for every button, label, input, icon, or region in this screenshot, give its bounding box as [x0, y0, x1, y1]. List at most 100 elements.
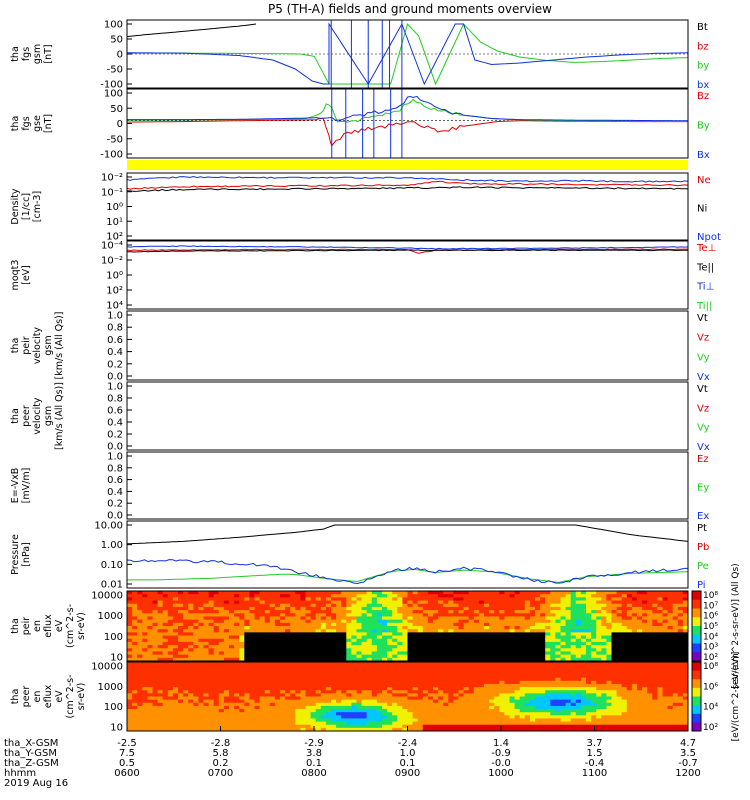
heatmap-cell — [596, 606, 602, 611]
heatmap-cell — [555, 610, 561, 614]
heatmap-cell — [188, 591, 194, 595]
heatmap-cell — [402, 683, 408, 688]
heatmap-cell — [662, 709, 668, 713]
heatmap-cell — [478, 699, 485, 704]
heatmap-cell — [325, 671, 332, 675]
heatmap-cell — [157, 591, 164, 595]
heatmap-cell — [198, 654, 204, 659]
heatmap-cell — [310, 718, 317, 722]
heatmap-cell — [172, 671, 179, 675]
heatmap-cell — [341, 613, 347, 617]
heatmap-cell — [570, 616, 577, 621]
heatmap-cell — [657, 606, 663, 611]
heatmap-cell — [203, 715, 209, 719]
heatmap-cell — [433, 687, 439, 691]
heatmap-cell — [147, 680, 153, 685]
heatmap-cell — [601, 591, 607, 595]
heatmap-cell — [147, 616, 153, 621]
heatmap-cell — [550, 654, 556, 659]
heatmap-cell — [591, 662, 597, 666]
heatmap-cell — [213, 641, 220, 646]
heatmap-cell — [580, 721, 587, 726]
heatmap-cell — [575, 702, 582, 707]
heatmap-cell — [397, 594, 403, 598]
heatmap-cell — [325, 629, 332, 633]
heatmap-cell — [341, 671, 347, 675]
heatmap-cell — [438, 597, 444, 601]
heatmap-cell — [142, 702, 148, 707]
heatmap-cell — [448, 705, 454, 710]
heatmap-cell — [244, 668, 250, 672]
heatmap-cell — [433, 657, 439, 661]
heatmap-cell — [239, 715, 245, 719]
panel-frame — [126, 520, 689, 589]
heatmap-cell — [438, 632, 444, 636]
heatmap-cell — [427, 727, 434, 731]
heatmap-cell — [453, 610, 459, 614]
heatmap-cell — [254, 662, 260, 666]
heatmap-cell — [351, 610, 357, 614]
heatmap-cell — [489, 629, 495, 633]
series-Te|| — [127, 249, 688, 253]
heatmap-cell — [672, 629, 679, 633]
heatmap-cell — [157, 600, 164, 605]
heatmap-cell — [468, 724, 475, 729]
heatmap-cell — [601, 626, 607, 630]
heatmap-cell — [290, 610, 296, 614]
heatmap-cell — [193, 668, 199, 672]
heatmap-cell — [606, 705, 612, 710]
heatmap-cell — [320, 594, 327, 598]
heatmap-cell — [606, 671, 612, 675]
heatmap-cell — [223, 638, 230, 643]
heatmap-cell — [631, 693, 638, 697]
heatmap-cell — [631, 651, 638, 656]
heatmap-cell — [249, 727, 255, 731]
heatmap-cell — [305, 629, 311, 633]
heatmap-cell — [427, 622, 434, 627]
heatmap-cell — [637, 680, 643, 685]
y-tick-label: 0 — [117, 50, 123, 61]
heatmap-cell — [438, 594, 444, 598]
heatmap-cell — [642, 696, 648, 701]
heatmap-cell — [274, 705, 281, 710]
heatmap-cell — [586, 616, 592, 621]
y-tick-label: 0.6 — [107, 406, 123, 417]
heatmap-cell — [280, 606, 286, 611]
heatmap-cell — [351, 665, 357, 669]
heatmap-cell — [193, 718, 199, 722]
heatmap-cell — [484, 610, 490, 614]
heatmap-cell — [387, 718, 393, 722]
heatmap-cell — [621, 591, 628, 595]
heatmap-cell — [560, 594, 566, 598]
heatmap-cell — [433, 683, 439, 688]
heatmap-cell — [280, 662, 286, 666]
heatmap-cell — [402, 603, 408, 608]
heatmap-cell — [234, 668, 240, 672]
heatmap-cell — [178, 648, 184, 652]
heatmap-cell — [637, 594, 643, 598]
heatmap-cell — [468, 690, 475, 694]
heatmap-cell — [162, 687, 169, 691]
colorbar-tick-label: 10² — [703, 653, 718, 663]
heatmap-cell — [433, 696, 439, 701]
heatmap-cell — [433, 727, 439, 731]
heatmap-cell — [448, 651, 454, 656]
heatmap-cell — [147, 724, 153, 729]
heatmap-cell — [662, 594, 668, 598]
heatmap-cell — [346, 699, 352, 704]
heatmap-cell — [591, 600, 597, 605]
heatmap-cell — [565, 696, 572, 701]
heatmap-cell — [504, 715, 510, 719]
heatmap-cell — [223, 680, 230, 685]
heatmap-cell — [239, 718, 245, 722]
heatmap-cell — [229, 641, 235, 646]
heatmap-cell — [514, 705, 521, 710]
heatmap-cell — [198, 662, 204, 666]
heatmap-cell — [417, 687, 424, 691]
heatmap-cell — [504, 696, 510, 701]
heatmap-cell — [672, 641, 679, 646]
heatmap-cell — [132, 657, 138, 661]
heatmap-cell — [637, 606, 643, 611]
heatmap-cell — [519, 709, 526, 713]
heatmap-cell — [331, 677, 337, 682]
